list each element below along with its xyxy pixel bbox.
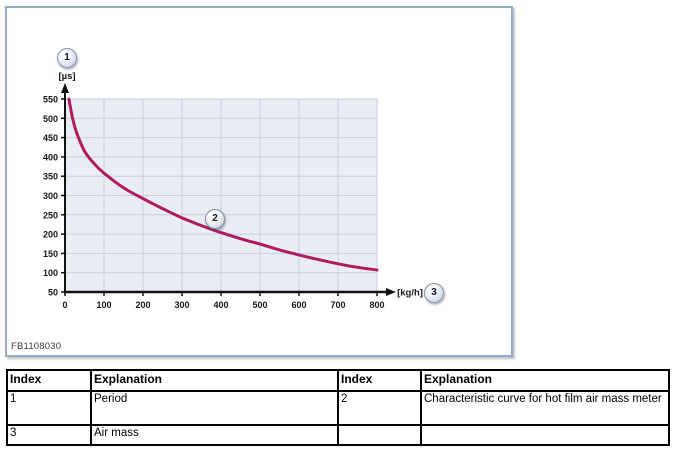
svg-text:400: 400 bbox=[43, 152, 58, 162]
svg-text:500: 500 bbox=[252, 300, 267, 310]
legend-cell-index: 2 bbox=[337, 390, 422, 426]
svg-text:800: 800 bbox=[369, 300, 384, 310]
legend-cell-explanation: Characteristic curve for hot film air ma… bbox=[420, 390, 670, 426]
svg-text:200: 200 bbox=[135, 300, 150, 310]
legend-cell-explanation: Period bbox=[90, 390, 339, 426]
legend-row-2: 3 Air mass bbox=[6, 424, 670, 446]
callout-1-label: 1 bbox=[64, 52, 70, 63]
legend-cell-explanation bbox=[420, 424, 670, 446]
legend-table: Index Explanation Index Explanation 1 Pe… bbox=[6, 369, 670, 446]
svg-text:500: 500 bbox=[43, 114, 58, 124]
callout-2-badge: 2 bbox=[205, 209, 225, 229]
svg-text:350: 350 bbox=[43, 172, 58, 182]
svg-text:700: 700 bbox=[330, 300, 345, 310]
svg-text:600: 600 bbox=[291, 300, 306, 310]
svg-text:450: 450 bbox=[43, 133, 58, 143]
svg-text:400: 400 bbox=[213, 300, 228, 310]
legend-cell-index: 3 bbox=[6, 424, 92, 446]
svg-text:300: 300 bbox=[174, 300, 189, 310]
callout-3-badge: 3 bbox=[424, 283, 444, 303]
svg-text:150: 150 bbox=[43, 249, 58, 259]
legend-header-explanation-1: Explanation bbox=[90, 369, 339, 392]
legend-header-index-2: Index bbox=[337, 369, 422, 392]
svg-text:250: 250 bbox=[43, 210, 58, 220]
svg-text:100: 100 bbox=[96, 300, 111, 310]
legend-cell-explanation: Air mass bbox=[90, 424, 339, 446]
chart-svg: 50 100 150 200 250 300 350 400 450 500 550 0 100 200 3… bbox=[43, 71, 423, 310]
svg-text:300: 300 bbox=[43, 191, 58, 201]
legend-row-1: 1 Period 2 Characteristic curve for hot … bbox=[6, 390, 670, 426]
figure-panel: 50 100 150 200 250 300 350 400 450 500 550 0 100 200 3… bbox=[5, 6, 513, 357]
legend-header-explanation-2: Explanation bbox=[420, 369, 670, 392]
callout-1-badge: 1 bbox=[57, 48, 77, 68]
legend-cell-index bbox=[337, 424, 422, 446]
callout-2-label: 2 bbox=[212, 213, 218, 224]
legend-cell-index: 1 bbox=[6, 390, 92, 426]
legend-header-index-1: Index bbox=[6, 369, 92, 392]
svg-text:0: 0 bbox=[62, 300, 67, 310]
svg-text:50: 50 bbox=[48, 288, 58, 298]
svg-text:[kg/h]: [kg/h] bbox=[397, 288, 423, 299]
callout-3-label: 3 bbox=[431, 287, 437, 298]
svg-text:550: 550 bbox=[43, 95, 58, 105]
svg-text:[µs]: [µs] bbox=[58, 71, 75, 82]
legend-header-row: Index Explanation Index Explanation bbox=[6, 369, 670, 392]
svg-text:100: 100 bbox=[43, 268, 58, 278]
figure-code-label: FB1108030 bbox=[11, 341, 62, 352]
svg-text:200: 200 bbox=[43, 230, 58, 240]
